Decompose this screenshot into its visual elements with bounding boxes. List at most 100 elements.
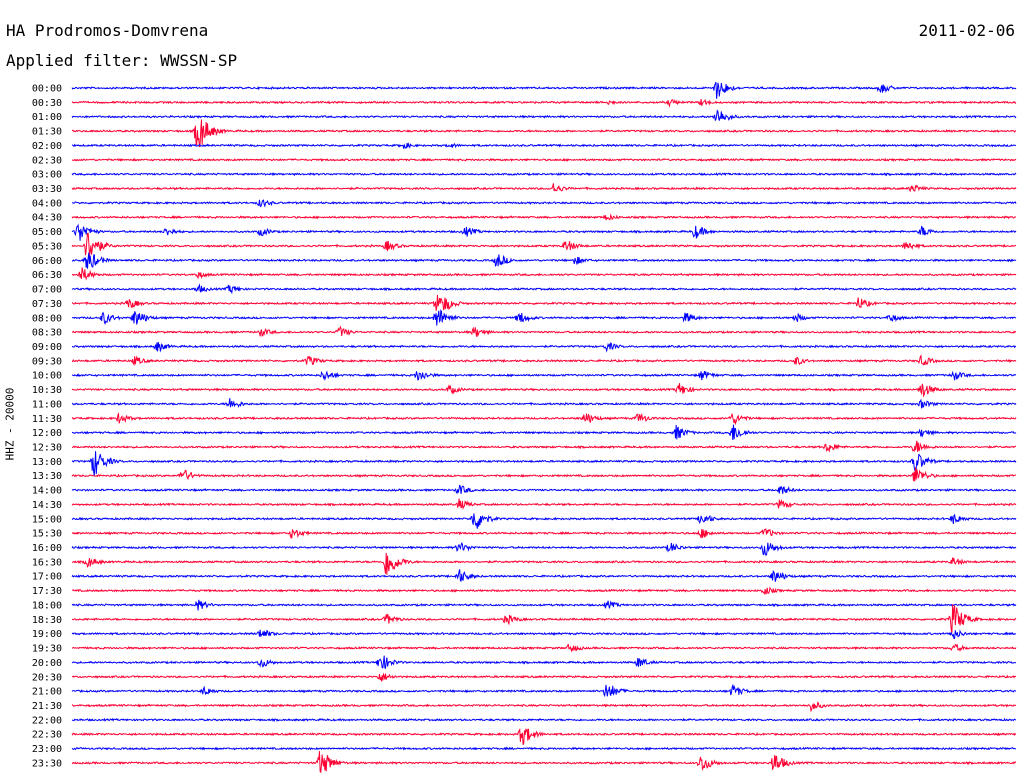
row-label-2300: 23:00	[32, 744, 62, 755]
row-label-0300: 03:00	[32, 170, 62, 181]
trace-0130	[71, 119, 1017, 148]
trace-1330	[71, 467, 1017, 482]
trace-1200	[71, 424, 1017, 441]
trace-1800	[71, 599, 1017, 611]
station-title: HA Prodromos-Domvrena	[6, 21, 209, 40]
row-label-1700: 17:00	[32, 572, 62, 583]
trace-2000	[71, 655, 1017, 670]
row-label-0600: 06:00	[32, 256, 62, 267]
trace-2030	[71, 672, 1017, 682]
row-label-1230: 12:30	[32, 443, 62, 454]
trace-2330	[71, 751, 1017, 774]
trace-0500	[71, 223, 1017, 241]
trace-2230	[71, 727, 1017, 745]
trace-2300	[71, 746, 1017, 751]
row-label-1130: 11:30	[32, 414, 62, 425]
row-label-1400: 14:00	[32, 486, 62, 497]
row-label-0630: 06:30	[32, 270, 62, 281]
trace-1100	[71, 398, 1017, 409]
row-label-0200: 02:00	[32, 141, 62, 152]
row-label-2000: 20:00	[32, 658, 62, 669]
trace-0000	[71, 81, 1017, 99]
trace-1000	[71, 370, 1017, 381]
row-label-1030: 10:30	[32, 385, 62, 396]
row-label-0030: 00:30	[32, 98, 62, 109]
row-label-2100: 21:00	[32, 687, 62, 698]
trace-1730	[71, 586, 1017, 595]
row-label-1430: 14:30	[32, 500, 62, 511]
trace-2130	[71, 701, 1017, 713]
trace-0400	[71, 199, 1017, 208]
row-label-1830: 18:30	[32, 615, 62, 626]
trace-1030	[71, 383, 1017, 398]
filter-label: Applied filter: WWSSN-SP	[6, 51, 238, 70]
row-label-0730: 07:30	[32, 299, 62, 310]
row-label-1930: 19:30	[32, 644, 62, 655]
trace-1130	[71, 412, 1017, 426]
row-label-2330: 23:30	[32, 758, 62, 769]
trace-1930	[71, 643, 1017, 653]
row-label-1800: 18:00	[32, 600, 62, 611]
row-label-0500: 05:00	[32, 227, 62, 238]
trace-1600	[71, 541, 1017, 556]
trace-1830	[71, 604, 1017, 633]
row-label-0900: 09:00	[32, 342, 62, 353]
row-label-0830: 08:30	[32, 328, 62, 339]
row-label-0700: 07:00	[32, 285, 62, 296]
date-label: 2011-02-06	[918, 21, 1015, 40]
row-label-2200: 22:00	[32, 715, 62, 726]
trace-1500	[71, 513, 1017, 529]
trace-0300	[71, 172, 1017, 177]
trace-2200	[71, 717, 1017, 723]
row-label-1300: 13:00	[32, 457, 62, 468]
row-label-1900: 19:00	[32, 629, 62, 640]
row-label-0230: 02:30	[32, 155, 62, 166]
row-label-1600: 16:00	[32, 543, 62, 554]
trace-0930	[71, 354, 1017, 367]
trace-0430	[71, 213, 1017, 221]
row-label-1000: 10:00	[32, 371, 62, 382]
row-label-1530: 15:30	[32, 529, 62, 540]
trace-0030	[71, 98, 1017, 108]
trace-0600	[71, 252, 1017, 269]
row-label-1730: 17:30	[32, 586, 62, 597]
trace-1400	[71, 484, 1017, 495]
trace-0700	[71, 283, 1017, 295]
row-label-0130: 01:30	[32, 127, 62, 138]
trace-0900	[71, 341, 1017, 353]
trace-0630	[71, 267, 1017, 281]
row-label-1500: 15:00	[32, 514, 62, 525]
trace-1700	[71, 569, 1017, 582]
trace-1230	[71, 440, 1017, 453]
row-label-1200: 12:00	[32, 428, 62, 439]
row-label-0800: 08:00	[32, 313, 62, 324]
row-label-0400: 04:00	[32, 198, 62, 209]
row-label-0330: 03:30	[32, 184, 62, 195]
row-label-1630: 16:30	[32, 557, 62, 568]
row-label-0930: 09:30	[32, 356, 62, 367]
trace-1630	[71, 552, 1017, 575]
row-label-2030: 20:30	[32, 672, 62, 683]
trace-0230	[71, 157, 1017, 162]
trace-0100	[71, 109, 1017, 122]
row-label-2130: 21:30	[32, 701, 62, 712]
trace-0800	[71, 309, 1017, 326]
trace-0330	[71, 183, 1017, 193]
row-label-1100: 11:00	[32, 399, 62, 410]
row-label-2230: 22:30	[32, 730, 62, 741]
row-label-0430: 04:30	[32, 213, 62, 224]
trace-1900	[71, 629, 1017, 640]
row-label-0100: 01:00	[32, 112, 62, 123]
row-label-1330: 13:30	[32, 471, 62, 482]
row-label-0530: 05:30	[32, 241, 62, 252]
row-label-0000: 00:00	[32, 84, 62, 95]
trace-0200	[71, 142, 1017, 149]
trace-1430	[71, 498, 1017, 511]
trace-1530	[71, 528, 1017, 539]
trace-0530	[71, 232, 1017, 256]
trace-1300	[71, 451, 1017, 476]
trace-0730	[71, 294, 1017, 311]
trace-2100	[71, 683, 1017, 698]
trace-0830	[71, 325, 1017, 338]
